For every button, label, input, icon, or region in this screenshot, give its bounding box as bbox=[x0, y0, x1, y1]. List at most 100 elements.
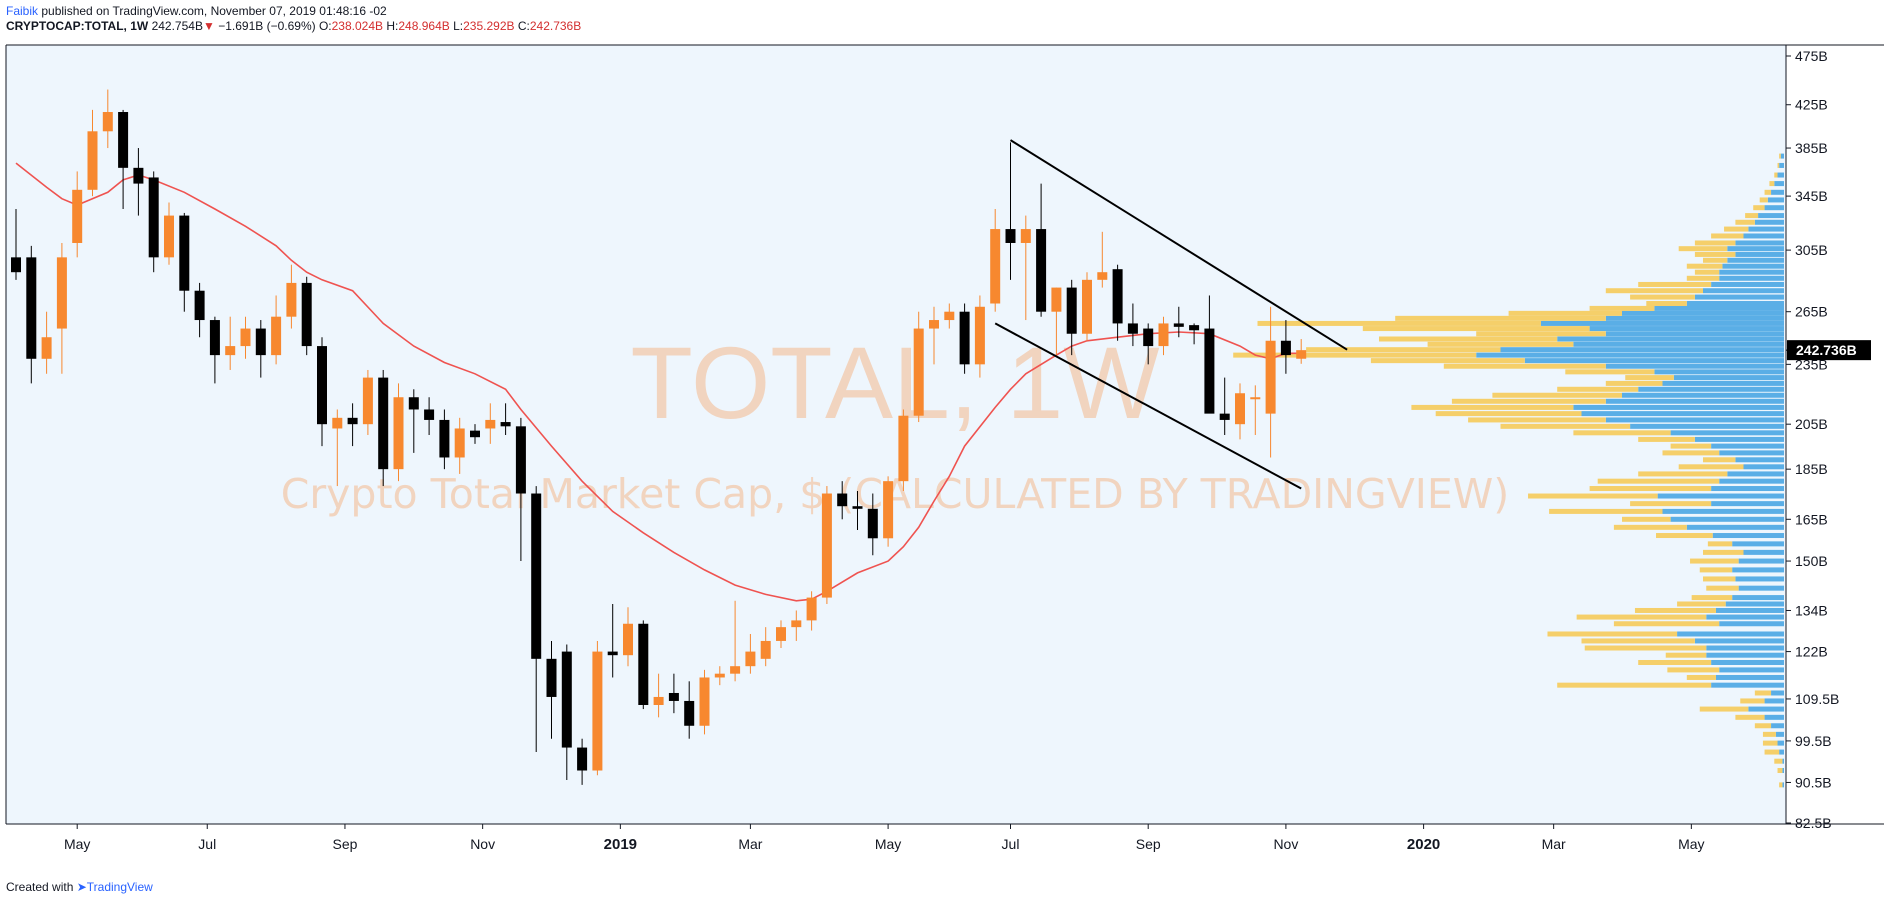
vp-down-bar bbox=[1622, 392, 1784, 398]
vp-up-bar bbox=[1703, 576, 1736, 582]
vp-down-bar bbox=[1605, 417, 1784, 423]
vp-up-bar bbox=[1703, 257, 1728, 263]
price-tick-label: 165B bbox=[1795, 511, 1828, 527]
candle bbox=[408, 389, 419, 453]
vp-up-bar bbox=[1724, 226, 1749, 232]
change-value: −1.691B (−0.69%) bbox=[218, 19, 316, 33]
vp-up-bar bbox=[1427, 341, 1574, 347]
candle-body bbox=[1250, 397, 1261, 400]
candle bbox=[577, 738, 588, 785]
candle-body bbox=[531, 493, 542, 659]
tradingview-link[interactable]: TradingView bbox=[86, 880, 153, 894]
vp-up-bar bbox=[1589, 305, 1655, 311]
vp-up-bar bbox=[1306, 347, 1501, 353]
vp-up-bar bbox=[1665, 652, 1707, 658]
vp-up-bar bbox=[1613, 621, 1720, 627]
candle-body bbox=[684, 700, 695, 726]
time-tick-label: 2019 bbox=[604, 836, 637, 853]
time-tick-label: Mar bbox=[738, 836, 762, 852]
candle-body bbox=[500, 422, 511, 427]
vp-down-bar bbox=[1589, 326, 1784, 332]
candle-body bbox=[255, 328, 266, 356]
time-tick-label: Nov bbox=[1273, 836, 1298, 852]
candle-body bbox=[607, 651, 618, 656]
vp-up-bar bbox=[1605, 380, 1663, 386]
vp-up-bar bbox=[1411, 404, 1574, 410]
candle-body bbox=[883, 481, 894, 539]
candle bbox=[378, 369, 389, 487]
vp-up-bar bbox=[1762, 731, 1776, 737]
vp-down-bar bbox=[1686, 301, 1784, 307]
candle bbox=[1173, 306, 1184, 338]
vp-up-bar bbox=[1492, 392, 1622, 398]
time-tick-label: Nov bbox=[470, 836, 495, 852]
candle-body bbox=[1204, 328, 1215, 414]
price-tick-label: 345B bbox=[1795, 188, 1828, 204]
candle bbox=[653, 673, 664, 718]
vp-down-bar bbox=[1764, 205, 1784, 211]
vp-up-bar bbox=[1379, 336, 1558, 342]
time-tick-label: 2020 bbox=[1407, 836, 1440, 853]
candle bbox=[454, 417, 465, 474]
vp-down-bar bbox=[1711, 682, 1784, 688]
candle-body bbox=[271, 316, 282, 356]
vp-down-bar bbox=[1524, 358, 1784, 364]
candle-body bbox=[913, 328, 924, 416]
vp-down-bar bbox=[1662, 508, 1784, 514]
candle-body bbox=[577, 747, 588, 771]
candle bbox=[821, 486, 832, 604]
price-tick-label: 265B bbox=[1795, 304, 1828, 320]
candle-body bbox=[623, 623, 633, 656]
vp-down-bar bbox=[1605, 315, 1784, 321]
candle bbox=[1219, 377, 1230, 436]
trendline bbox=[994, 322, 1302, 490]
candle bbox=[515, 417, 526, 562]
candle bbox=[362, 369, 373, 436]
candle bbox=[286, 264, 297, 329]
high-value: 248.964B bbox=[398, 19, 450, 33]
vp-up-bar bbox=[1699, 706, 1749, 712]
vp-down-bar bbox=[1654, 369, 1784, 375]
candle-body bbox=[1051, 287, 1062, 312]
vp-down-bar bbox=[1706, 614, 1784, 620]
vp-down-bar bbox=[1727, 246, 1784, 252]
candle-body bbox=[1158, 323, 1169, 347]
author-link[interactable]: Faibik bbox=[6, 4, 39, 18]
candle-body bbox=[408, 397, 419, 410]
candle bbox=[607, 603, 618, 678]
vp-down-bar bbox=[1703, 288, 1784, 294]
chart-header: Faibik published on TradingView.com, Nov… bbox=[6, 4, 581, 34]
vp-down-bar bbox=[1748, 706, 1784, 712]
vp-down-bar bbox=[1706, 652, 1784, 658]
vp-down-bar bbox=[1782, 782, 1784, 788]
vp-down-bar bbox=[1780, 153, 1784, 159]
candle bbox=[730, 600, 741, 682]
candle-body bbox=[240, 328, 251, 347]
vp-down-bar bbox=[1782, 758, 1784, 764]
candle bbox=[271, 295, 282, 365]
vp-down-bar bbox=[1715, 607, 1784, 613]
candle-body bbox=[1143, 328, 1154, 347]
candle-body bbox=[1189, 325, 1200, 331]
vp-down-bar bbox=[1732, 541, 1784, 547]
candle-body bbox=[102, 112, 113, 132]
vp-up-bar bbox=[1691, 595, 1733, 601]
candle-body bbox=[852, 506, 863, 509]
vp-up-bar bbox=[1630, 294, 1695, 300]
low-value: 235.292B bbox=[463, 19, 515, 33]
candle bbox=[852, 491, 863, 531]
vp-down-bar bbox=[1777, 172, 1784, 178]
vp-down-bar bbox=[1743, 464, 1784, 470]
candle-body bbox=[638, 623, 649, 705]
candle bbox=[1143, 323, 1154, 365]
vp-up-bar bbox=[1233, 352, 1477, 358]
candle-body bbox=[1173, 323, 1184, 327]
candle bbox=[592, 640, 603, 776]
vp-down-bar bbox=[1775, 731, 1784, 737]
footer: Created with ➤TradingView bbox=[6, 880, 153, 894]
vp-up-bar bbox=[1476, 331, 1606, 337]
trendlines bbox=[994, 139, 1348, 490]
candle-body bbox=[133, 167, 144, 184]
vp-down-bar bbox=[1573, 404, 1784, 410]
